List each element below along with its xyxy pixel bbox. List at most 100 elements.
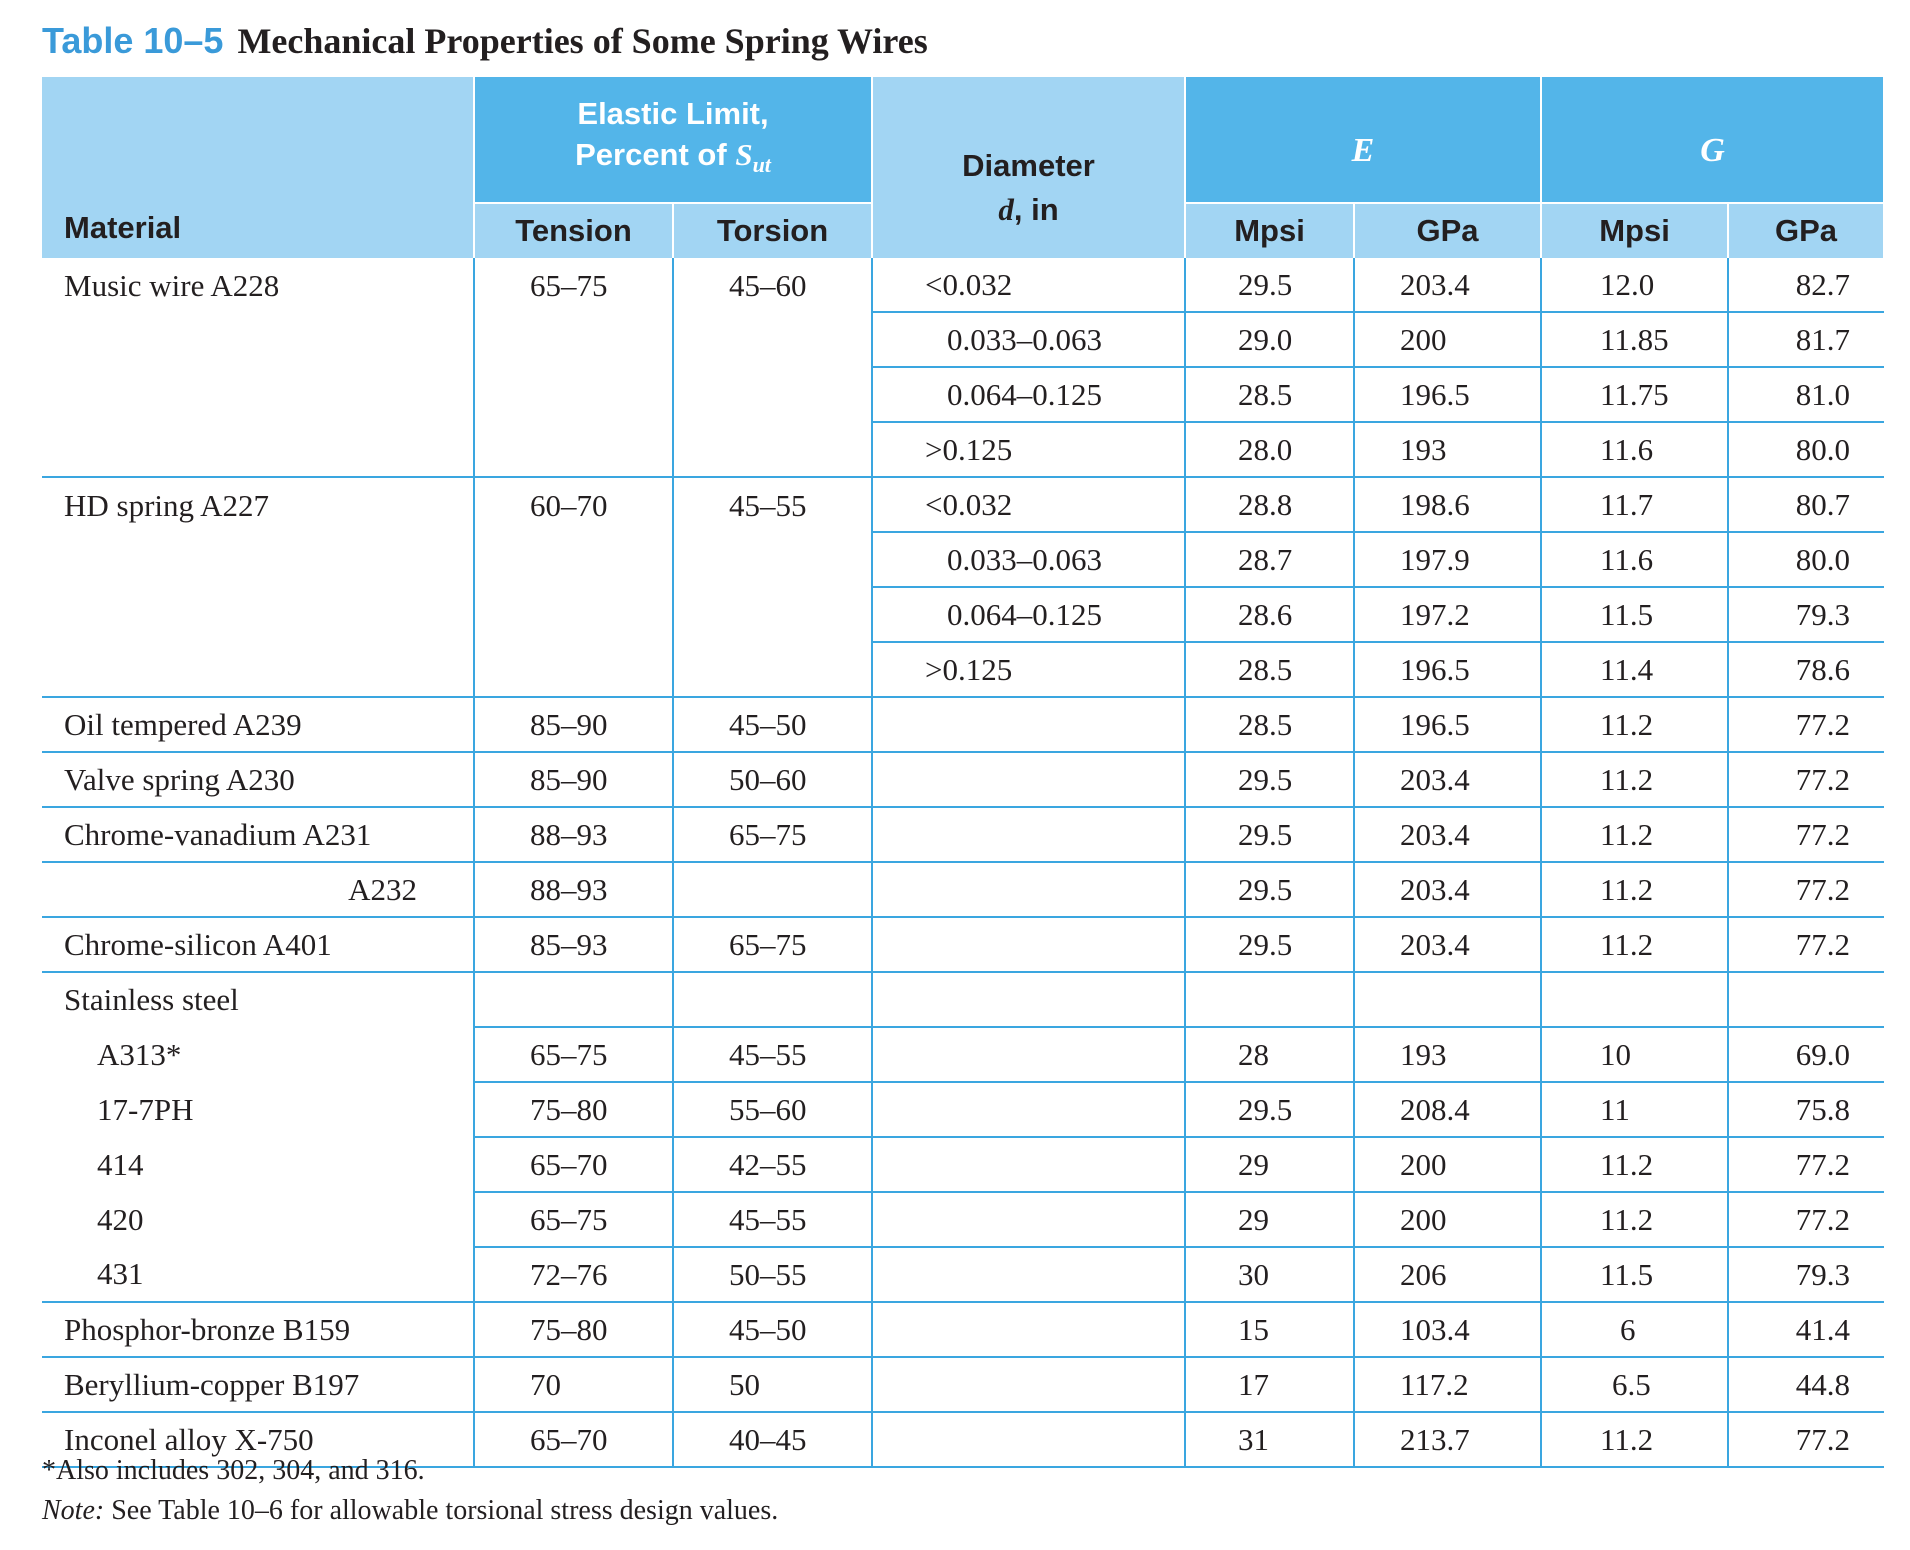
table-row: 0.033–0.063 28.7 197.9 11.6 80.0 [42, 532, 1885, 588]
cell-e-gpa: 193 [1353, 422, 1542, 478]
cell-e-mpsi: 28.5 [1184, 642, 1355, 698]
cell-g-mpsi: 11.75 [1540, 367, 1729, 423]
header-e-mpsi: Mpsi [1184, 203, 1356, 258]
cell-material: 420 [97, 1201, 144, 1237]
cell-torsion: 42–55 [671, 1137, 873, 1193]
table-row: Chrome-silicon A401 85–93 65–75 29.5 203… [42, 917, 1885, 973]
cell-diameter: >0.125 [871, 642, 1186, 698]
cell-g-gpa [1727, 972, 1885, 1028]
cell-g-gpa: 69.0 [1727, 1027, 1885, 1083]
cell-diameter: <0.032 [871, 477, 1186, 533]
cell-tension: 65–75 [473, 1027, 673, 1083]
cell-tension: 85–90 [473, 697, 673, 753]
cell-g-gpa: 78.6 [1727, 642, 1885, 698]
cell-g-mpsi: 6.5 [1540, 1357, 1729, 1413]
cell-g-gpa: 79.3 [1727, 587, 1885, 643]
table-number: Table 10–5 [42, 20, 224, 61]
table-row: 0.064–0.125 28.5 196.5 11.75 81.0 [42, 367, 1885, 423]
cell-g-mpsi: 11.5 [1540, 587, 1729, 643]
cell-diameter [871, 1247, 1186, 1303]
cell-g-gpa: 77.2 [1727, 1192, 1885, 1248]
cell-material: Oil tempered A239 [42, 697, 474, 753]
cell-diameter [871, 972, 1186, 1028]
cell-tension: 72–76 [473, 1247, 673, 1303]
cell-diameter [871, 1357, 1186, 1413]
cell-e-gpa: 198.6 [1353, 477, 1542, 533]
cell-diameter: 0.064–0.125 [871, 587, 1186, 643]
cell-e-gpa: 196.5 [1353, 697, 1542, 753]
cell-e-gpa: 208.4 [1353, 1082, 1542, 1138]
cell-g-mpsi: 11.2 [1540, 697, 1729, 753]
table-row: Inconel alloy X-750 65–70 40–45 31 213.7… [42, 1412, 1885, 1468]
table-row: A313* 65–75 45–55 28 193 10 69.0 [42, 1027, 1885, 1083]
cell-torsion: 50–55 [671, 1247, 873, 1303]
cell-tension: 70 [473, 1357, 673, 1413]
cell-e-mpsi: 28.0 [1184, 422, 1355, 478]
cell-material: 17-7PH [97, 1091, 194, 1127]
cell-diameter [871, 1137, 1186, 1193]
cell-diameter [871, 1027, 1186, 1083]
header-E: E [1184, 77, 1543, 204]
cell-g-gpa: 77.2 [1727, 807, 1885, 863]
header-torsion: Torsion [671, 203, 874, 258]
cell-diameter: 0.033–0.063 [871, 312, 1186, 368]
table-row: Chrome-vanadium A231 88–93 65–75 29.5 20… [42, 807, 1885, 863]
cell-e-mpsi: 28.8 [1184, 477, 1355, 533]
table-row: >0.125 28.0 193 11.6 80.0 [42, 422, 1885, 478]
cell-g-mpsi: 11.6 [1540, 532, 1729, 588]
cell-torsion: 45–55 [671, 477, 873, 698]
cell-g-gpa: 77.2 [1727, 1412, 1885, 1468]
cell-g-mpsi: 11.6 [1540, 422, 1729, 478]
cell-g-mpsi: 10 [1540, 1027, 1729, 1083]
table-row: 420 65–75 45–55 29 200 11.2 77.2 [42, 1192, 1885, 1248]
cell-e-gpa: 197.2 [1353, 587, 1542, 643]
cell-torsion: 45–55 [671, 1027, 873, 1083]
cell-diameter [871, 807, 1186, 863]
cell-material: 431 [42, 1247, 474, 1303]
cell-g-gpa: 77.2 [1727, 697, 1885, 753]
cell-e-mpsi: 30 [1184, 1247, 1355, 1303]
cell-diameter [871, 862, 1186, 918]
table-body: Music wire A228 65–75 45–60 <0.032 29.5 … [42, 258, 1885, 1468]
cell-e-mpsi: 29.0 [1184, 312, 1355, 368]
cell-g-mpsi [1540, 972, 1729, 1028]
cell-e-gpa: 203.4 [1353, 862, 1542, 918]
cell-e-gpa: 213.7 [1353, 1412, 1542, 1468]
cell-e-mpsi: 29.5 [1184, 1082, 1355, 1138]
cell-e-mpsi: 28.7 [1184, 532, 1355, 588]
cell-g-gpa: 80.7 [1727, 477, 1885, 533]
cell-tension: 65–75 [473, 1192, 673, 1248]
table-caption: Mechanical Properties of Some Spring Wir… [237, 21, 928, 61]
note-label: Note: [42, 1495, 105, 1526]
cell-diameter: <0.032 [871, 258, 1186, 313]
table-row: HD spring A227 60–70 45–55 <0.032 28.8 1… [42, 476, 1885, 698]
cell-material: HD spring A227 [42, 476, 474, 698]
cell-e-mpsi: 29.5 [1184, 752, 1355, 808]
cell-diameter: >0.125 [871, 422, 1186, 478]
cell-tension [473, 972, 673, 1028]
table-row: 414 65–70 42–55 29 200 11.2 77.2 [42, 1137, 1885, 1193]
table-header: Material Elastic Limit, Percent of Sut D… [42, 77, 1886, 258]
cell-e-gpa: 203.4 [1353, 917, 1542, 973]
cell-e-gpa [1353, 972, 1542, 1028]
header-diameter: Diameter d, in [871, 77, 1187, 258]
cell-g-mpsi: 11.2 [1540, 1192, 1729, 1248]
cell-diameter [871, 752, 1186, 808]
cell-g-gpa: 41.4 [1727, 1302, 1885, 1358]
cell-e-mpsi: 29 [1184, 1192, 1355, 1248]
cell-e-gpa: 200 [1353, 1192, 1542, 1248]
cell-g-gpa: 75.8 [1727, 1082, 1885, 1138]
cell-e-mpsi: 31 [1184, 1412, 1355, 1468]
cell-torsion: 50 [671, 1357, 873, 1413]
cell-tension: 65–75 [473, 258, 673, 478]
note-text: See Table 10–6 for allowable torsional s… [104, 1495, 779, 1526]
cell-diameter [871, 697, 1186, 753]
cell-tension: 85–93 [473, 917, 673, 973]
cell-g-mpsi: 11.2 [1540, 752, 1729, 808]
cell-e-gpa: 203.4 [1353, 258, 1542, 313]
cell-material: Stainless steel [64, 982, 239, 1017]
cell-g-gpa: 44.8 [1727, 1357, 1885, 1413]
cell-torsion: 45–55 [671, 1192, 873, 1248]
cell-diameter [871, 1302, 1186, 1358]
cell-e-gpa: 200 [1353, 1137, 1542, 1193]
